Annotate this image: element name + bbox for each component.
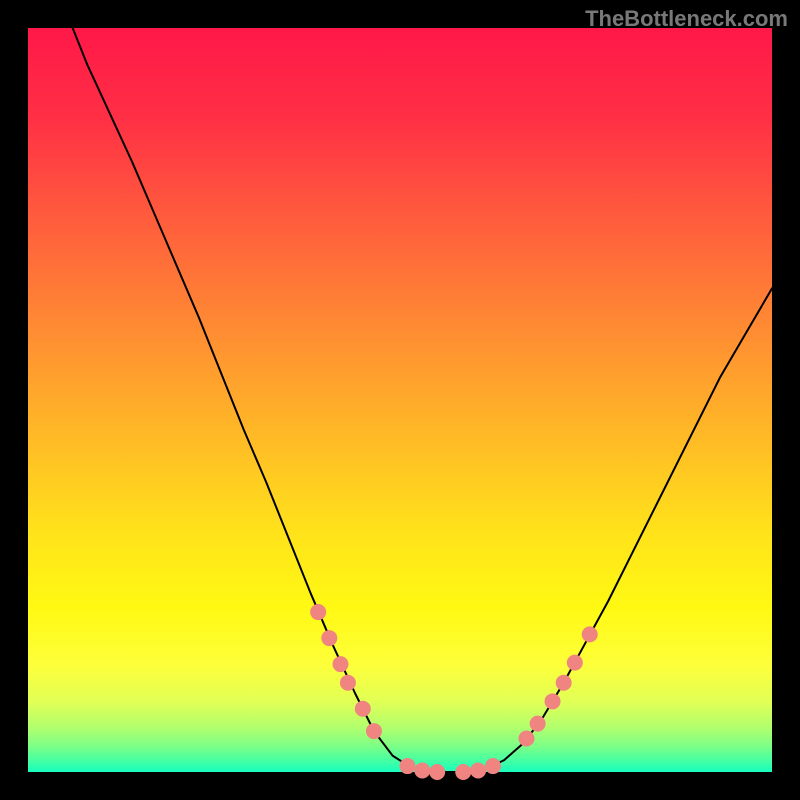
marker-point	[471, 763, 486, 778]
marker-point	[582, 627, 597, 642]
marker-point	[556, 675, 571, 690]
marker-point	[340, 675, 355, 690]
marker-point	[366, 724, 381, 739]
marker-point	[400, 759, 415, 774]
marker-point	[567, 655, 582, 670]
marker-point	[311, 605, 326, 620]
marker-point	[355, 701, 370, 716]
marker-point	[333, 657, 348, 672]
marker-point	[456, 765, 471, 780]
marker-point	[530, 716, 545, 731]
marker-point	[545, 694, 560, 709]
marker-point	[430, 765, 445, 780]
bottleneck-curve	[73, 28, 772, 772]
watermark-text: TheBottleneck.com	[585, 6, 788, 32]
chart-svg	[28, 28, 772, 772]
chart-root: TheBottleneck.com	[0, 0, 800, 800]
marker-point	[415, 763, 430, 778]
plot-area	[28, 28, 772, 772]
marker-point	[322, 631, 337, 646]
marker-point	[519, 731, 534, 746]
marker-point	[486, 759, 501, 774]
